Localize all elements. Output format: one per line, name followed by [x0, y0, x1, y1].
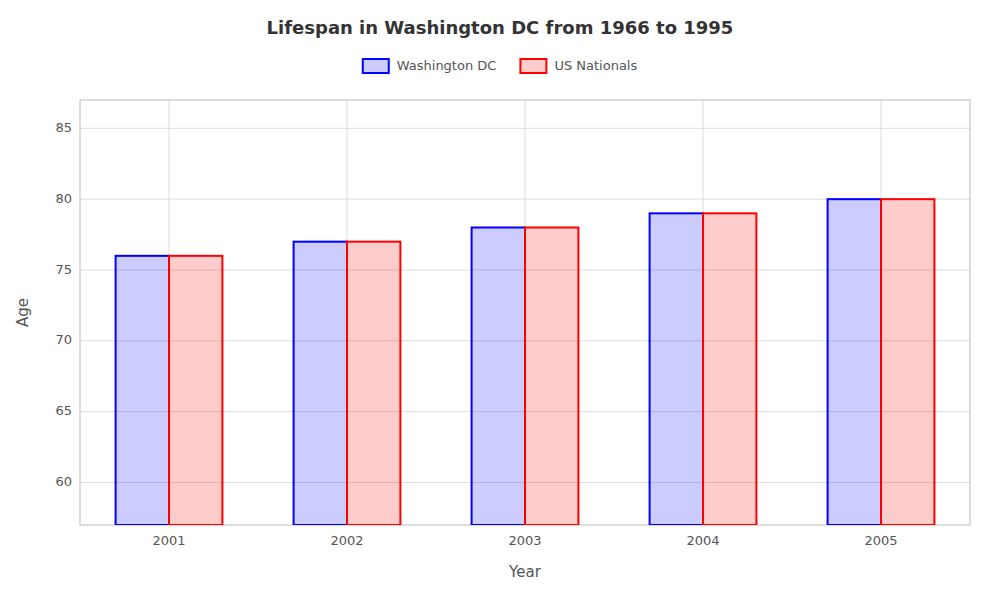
bar — [881, 199, 934, 525]
bars — [116, 199, 935, 525]
bar — [169, 256, 222, 525]
legend-item: Washington DC — [363, 58, 497, 74]
bar — [472, 228, 525, 526]
legend: Washington DC US Nationals — [363, 58, 638, 74]
chart: Lifespan in Washington DC from 1966 to 1… — [0, 0, 1000, 600]
bar — [294, 242, 347, 525]
x-axis: 2001 2002 2003 2004 2005 — [152, 533, 897, 548]
x-tick-label: 2001 — [152, 533, 185, 548]
legend-swatch — [520, 59, 546, 73]
background — [0, 0, 1000, 600]
legend-swatch — [363, 59, 389, 73]
series — [169, 199, 934, 525]
y-tick-label: 65 — [55, 403, 72, 418]
x-tick-label: 2003 — [508, 533, 541, 548]
y-tick-label: 70 — [55, 332, 72, 347]
y-tick-label: 75 — [55, 262, 72, 277]
y-tick-label: 80 — [55, 191, 72, 206]
chart-container: Lifespan in Washington DC from 1966 to 1… — [0, 0, 1000, 600]
x-tick-label: 2005 — [864, 533, 897, 548]
series — [116, 199, 881, 525]
legend-label: Washington DC — [397, 58, 497, 73]
y-tick-label: 85 — [55, 120, 72, 135]
bar — [116, 256, 169, 525]
plot-frame — [80, 100, 970, 525]
x-axis-label: Year — [508, 563, 542, 581]
x-tick-label: 2004 — [686, 533, 719, 548]
y-axis: 60 65 70 75 80 85 — [55, 120, 72, 489]
y-axis-label: Age — [14, 298, 32, 327]
bar — [525, 228, 578, 526]
title: Lifespan in Washington DC from 1966 to 1… — [267, 17, 734, 38]
y-tick-label: 60 — [55, 474, 72, 489]
bar — [703, 213, 756, 525]
grid — [80, 100, 970, 525]
bar — [650, 213, 703, 525]
bar — [828, 199, 881, 525]
legend-item: US Nationals — [520, 58, 637, 74]
legend-label: US Nationals — [554, 58, 637, 73]
bar — [347, 242, 400, 525]
x-tick-label: 2002 — [330, 533, 363, 548]
